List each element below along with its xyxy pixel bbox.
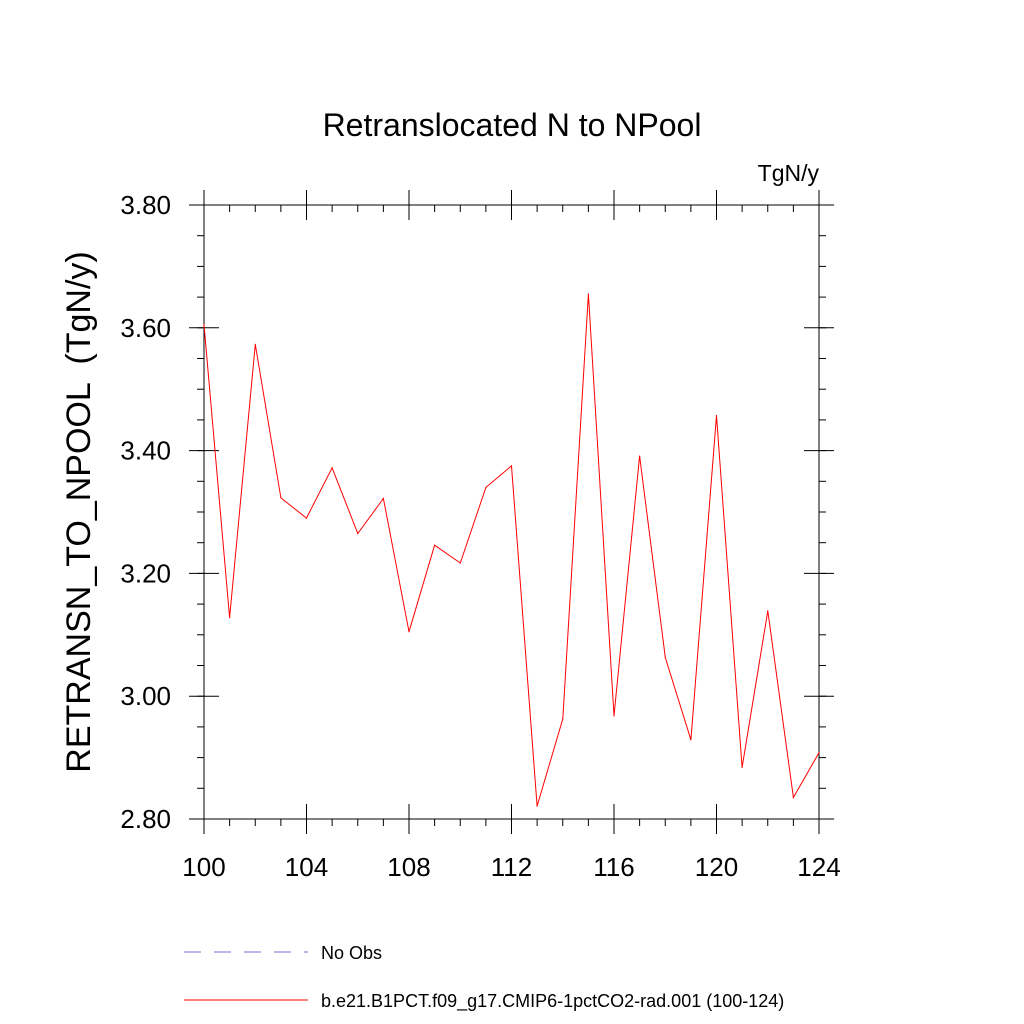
y-tick-label: 3.80	[120, 190, 171, 220]
data-point	[203, 324, 205, 326]
data-point	[510, 465, 513, 467]
data-point	[459, 562, 461, 564]
x-tick-label: 112	[491, 852, 532, 882]
major-ticks	[189, 190, 834, 834]
data-point	[715, 415, 718, 417]
x-tick-labels: 100 104 108 112 116 120 124	[182, 852, 840, 882]
data-point	[639, 455, 641, 457]
y-tick-label: 3.40	[120, 436, 171, 466]
data-point	[408, 631, 410, 633]
y-tick-label: 3.60	[120, 313, 171, 343]
x-tick-label: 108	[387, 852, 430, 882]
series-line	[203, 293, 820, 807]
data-point	[331, 467, 333, 469]
x-tick-label: 116	[593, 852, 634, 882]
x-tick-label: 124	[797, 852, 840, 882]
data-point	[741, 766, 743, 769]
data-point	[664, 656, 666, 659]
data-point	[587, 293, 589, 295]
data-point	[280, 497, 282, 499]
legend: No Obs b.e21.B1PCT.f09_g17.CMIP6-1pctCO2-…	[184, 943, 784, 1012]
series-layer	[203, 293, 820, 807]
data-point	[229, 617, 231, 619]
y-axis-label: RETRANSN_TO_NPOOL (TgN/y)	[60, 251, 98, 772]
x-tick-label: 104	[285, 852, 328, 882]
y-tick-label: 2.80	[120, 804, 171, 834]
y-tick-labels: 2.80 3.00 3.20 3.40 3.60 3.80	[120, 190, 171, 834]
data-point	[536, 805, 538, 807]
data-point	[562, 718, 564, 720]
data-point	[613, 715, 615, 717]
data-point	[818, 752, 820, 754]
y-tick-label: 3.00	[120, 681, 171, 711]
data-point	[382, 497, 384, 500]
data-point	[434, 544, 436, 546]
x-tick-label: 120	[695, 852, 738, 882]
data-point	[357, 532, 359, 535]
minor-ticks	[197, 204, 826, 826]
plot-frame	[203, 204, 820, 820]
data-point	[485, 486, 487, 489]
units-label: TgN/y	[758, 160, 820, 186]
data-point	[690, 739, 692, 741]
legend-label: b.e21.B1PCT.f09_g17.CMIP6-1pctCO2-rad.00…	[321, 991, 784, 1012]
data-point	[305, 517, 308, 519]
data-point	[767, 610, 769, 612]
x-tick-label: 100	[182, 852, 225, 882]
y-tick-label: 3.20	[120, 558, 171, 588]
data-point	[792, 796, 794, 799]
data-point	[254, 343, 256, 345]
legend-label: No Obs	[321, 943, 382, 963]
chart-title: Retranslocated N to NPool	[323, 107, 702, 143]
